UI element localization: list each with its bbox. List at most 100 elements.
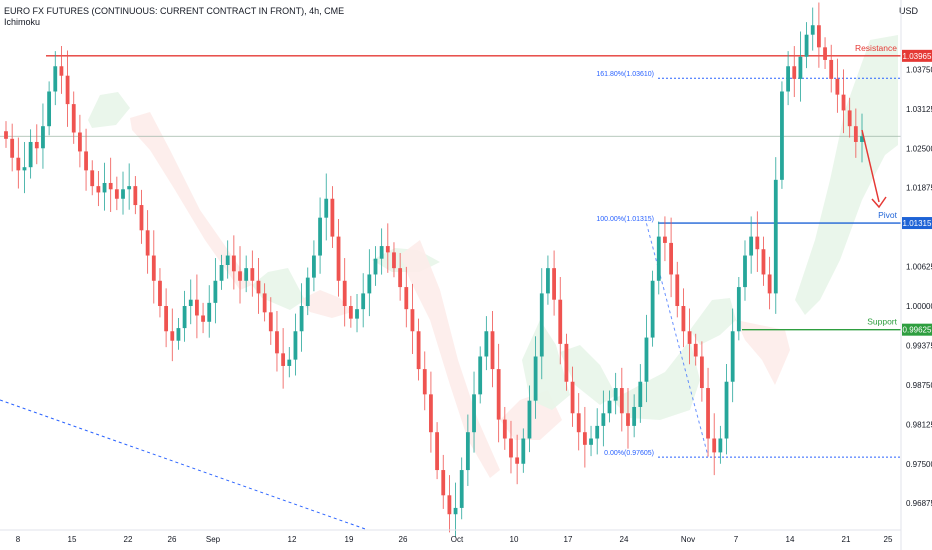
candle-body <box>792 66 797 79</box>
candle-body <box>773 179 778 294</box>
candle-body <box>225 255 230 265</box>
time-tick-label: 22 <box>124 535 133 544</box>
lines-layer <box>0 55 901 531</box>
price-tag-text: 1.03965 <box>903 52 932 61</box>
candle-body <box>127 186 132 190</box>
time-tick-label: 14 <box>786 535 795 544</box>
candle-body <box>675 274 680 307</box>
cloud-area <box>612 340 700 420</box>
candle-body <box>761 249 766 275</box>
candle-body <box>176 328 181 341</box>
indicator-label[interactable]: Ichimoku <box>4 17 41 27</box>
candle-body <box>392 252 396 269</box>
candle-body <box>780 91 784 180</box>
price-tick-label: 1.02500 <box>906 144 932 153</box>
candle-body <box>860 136 864 142</box>
candle-body <box>53 66 58 92</box>
candle-body <box>293 331 298 360</box>
trendline <box>0 399 369 531</box>
candle-body <box>706 388 710 439</box>
candle-body <box>663 236 667 243</box>
candle-body <box>385 246 390 253</box>
candle-body <box>552 268 556 300</box>
candle-body <box>539 293 544 357</box>
candle-body <box>601 413 606 426</box>
candle-body <box>533 356 538 401</box>
candle-body <box>398 268 403 288</box>
cloud-area <box>690 298 736 345</box>
time-tick-label: 8 <box>16 535 21 544</box>
candle-body <box>312 255 316 278</box>
candle-body <box>478 356 483 395</box>
candle-body <box>835 78 840 95</box>
price-tag-text: 1.01315 <box>903 219 932 228</box>
candle-body <box>558 299 563 344</box>
time-tick-label: 25 <box>884 535 893 544</box>
candle-body <box>429 394 433 433</box>
time-tick-label: 7 <box>734 535 739 544</box>
candle-body <box>755 236 760 250</box>
candle-body <box>379 246 384 259</box>
candle-body <box>422 369 427 395</box>
fib-label: 161.80%(1.03610) <box>596 71 654 78</box>
cloud-area <box>88 92 130 128</box>
candle-body <box>699 356 704 389</box>
candle-body <box>527 400 532 439</box>
candle-body <box>681 306 686 332</box>
time-tick-label: 15 <box>68 535 77 544</box>
candle-body <box>158 280 162 307</box>
candle-body <box>853 126 858 142</box>
price-tag-text: 0.99625 <box>903 326 932 335</box>
candle-body <box>656 236 661 281</box>
candle-body <box>546 268 550 294</box>
candle-body <box>650 280 655 338</box>
candle-body <box>490 331 495 370</box>
candle-body <box>262 293 267 313</box>
candle-body <box>41 126 45 149</box>
time-tick-label: 26 <box>168 535 177 544</box>
candle-body <box>65 75 70 105</box>
candle-body <box>712 438 717 453</box>
candle-body <box>275 331 279 354</box>
candle-body <box>730 331 735 382</box>
level-label-support: Support <box>867 317 897 327</box>
candle-body <box>213 280 218 303</box>
candle-body <box>416 331 421 370</box>
candle-body <box>736 287 741 332</box>
candle-body <box>638 381 643 407</box>
candle-body <box>804 34 809 57</box>
candle-body <box>207 302 212 322</box>
price-tick-label: 0.99375 <box>906 341 932 350</box>
candle-body <box>502 419 507 439</box>
candle-body <box>59 66 64 76</box>
candle-body <box>188 299 193 307</box>
level-label-resistance: Resistance <box>855 43 897 53</box>
candle-body <box>459 470 464 508</box>
candle-body <box>170 331 175 341</box>
candle-body <box>84 151 88 171</box>
candle-body <box>4 131 8 139</box>
candle-body <box>195 299 199 316</box>
candle-body <box>231 255 236 272</box>
candle-body <box>749 236 754 256</box>
candle-body <box>318 217 322 256</box>
candle-body <box>841 94 846 111</box>
price-tick-label: 0.98125 <box>906 420 932 429</box>
candle-body <box>102 182 107 193</box>
candle-body <box>582 432 587 445</box>
candle-body <box>201 315 205 322</box>
time-tick-label: 24 <box>620 535 629 544</box>
candle-body <box>626 413 630 426</box>
candle-body <box>182 306 187 329</box>
fib-label: 0.00%(0.97605) <box>604 450 654 457</box>
candle-body <box>373 258 378 275</box>
candle-body <box>607 400 612 414</box>
level-label-pivot: Pivot <box>878 210 898 220</box>
time-tick-label: 10 <box>510 535 519 544</box>
candle-body <box>22 167 27 171</box>
candle-body <box>613 388 618 401</box>
candle-body <box>570 381 575 414</box>
